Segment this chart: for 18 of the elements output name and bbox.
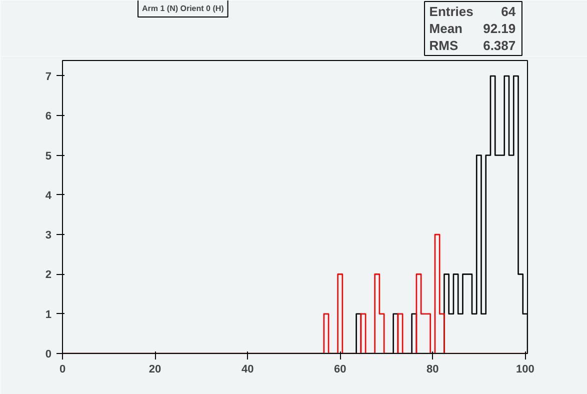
y-tick-label: 2: [45, 269, 52, 282]
x-tick-label: 60: [334, 364, 346, 376]
y-tick-label: 1: [45, 308, 52, 321]
y-tick-label: 4: [45, 190, 52, 202]
text: Mean 92.19: [429, 21, 516, 36]
x-tick-label: 20: [148, 364, 162, 376]
text: RMS 6.387: [429, 38, 516, 53]
x-tick-label: 0: [59, 364, 66, 376]
chart-title: Arm 1 (N) Orient 0 (H): [142, 4, 224, 13]
y-tick-label: 6: [45, 110, 52, 123]
x-tick-label: 100: [516, 364, 534, 376]
x-tick-label: 40: [241, 364, 254, 376]
x-tick-label: 80: [426, 364, 439, 376]
y-tick-label: 7: [45, 70, 52, 83]
y-tick-label: 5: [45, 150, 52, 162]
y-tick-label: 0: [45, 348, 52, 360]
text: Entries 64: [429, 4, 516, 19]
y-tick-label: 3: [45, 230, 52, 242]
